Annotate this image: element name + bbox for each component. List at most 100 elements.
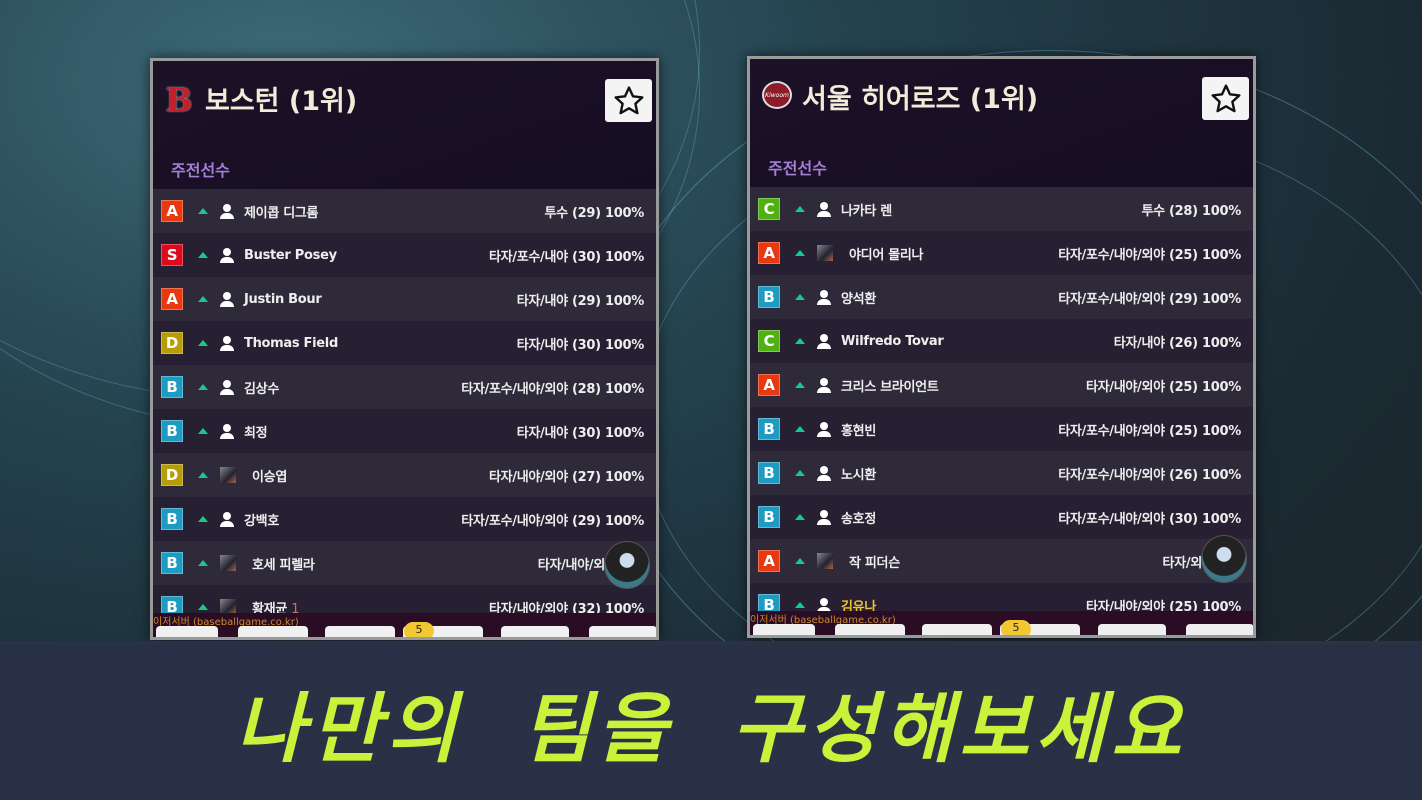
player-info: 타자/내야/외야 (32) 100%: [488, 601, 644, 617]
player-name: 김상수: [244, 381, 279, 397]
player-name: 이승엽: [252, 469, 287, 485]
menu-button-6[interactable]: [589, 626, 656, 637]
player-info: 타자/포수/내야/외야 (29) 100%: [461, 513, 644, 529]
team-title: 보스턴 (1위): [205, 86, 358, 117]
arrow-up-icon: [198, 428, 208, 434]
player-photo: [817, 553, 833, 569]
player-name: 최정: [244, 425, 268, 441]
player-name: Thomas Field: [244, 335, 338, 351]
arrow-up-icon: [198, 516, 208, 522]
grade-badge: C: [758, 198, 780, 220]
player-row[interactable]: B 양석환 타자/포수/내야/외야 (29) 100%: [750, 275, 1253, 319]
arrow-up-icon: [795, 470, 805, 476]
player-info: 타자/포수/내야/외야 (26) 100%: [1058, 467, 1241, 483]
player-row[interactable]: A 제이콥 디그롬 투수 (29) 100%: [153, 189, 656, 233]
player-name: 노시환: [841, 467, 876, 483]
player-info: 타자/포수/내야/외야 (29) 100%: [1058, 291, 1241, 307]
menu-button-1[interactable]: [156, 626, 218, 637]
panel-header: B 보스턴 (1위) 주전선수: [153, 61, 656, 189]
section-label: 주전선수: [768, 159, 827, 178]
player-row[interactable]: C Wilfredo Tovar 타자/내야 (26) 100%: [750, 319, 1253, 363]
player-row[interactable]: B 김상수 타자/포수/내야/외야 (28) 100%: [153, 365, 656, 409]
player-name: 황재균 1: [252, 601, 300, 617]
person-icon: [817, 333, 831, 349]
player-info: 타자/내야 (29) 100%: [516, 293, 645, 309]
arrow-up-icon: [795, 294, 805, 300]
player-row[interactable]: C 나카타 렌 투수 (28) 100%: [750, 187, 1253, 231]
player-row[interactable]: B 송호정 타자/포수/내야/외야 (30) 100%: [750, 495, 1253, 539]
player-row[interactable]: A 야디어 몰리나 타자/포수/내야/외야 (25) 100%: [750, 231, 1253, 275]
player-name: 강백호: [244, 513, 279, 529]
player-row[interactable]: S Buster Posey 타자/포수/내야 (30) 100%: [153, 233, 656, 277]
menu-button-4[interactable]: [403, 626, 483, 637]
player-name: 송호정: [841, 511, 876, 527]
player-row[interactable]: B 호세 피렐라 타자/내야/외야 (28: [153, 541, 656, 585]
team-panel-boston: B 보스턴 (1위) 주전선수 A 제이콥 디그롬 투수 (29) 100% S …: [150, 58, 659, 640]
avatar[interactable]: [604, 541, 650, 589]
player-name: 야디어 몰리나: [849, 247, 924, 263]
player-count: 1: [291, 601, 300, 617]
player-row[interactable]: A 작 피더슨 타자/외야 (25: [750, 539, 1253, 583]
person-icon: [220, 379, 234, 395]
person-icon: [817, 201, 831, 217]
player-photo: [817, 245, 833, 261]
arrow-up-icon: [198, 384, 208, 390]
menu-button-2[interactable]: [238, 626, 308, 637]
menu-button-2[interactable]: [835, 624, 905, 635]
favorite-button[interactable]: [1202, 77, 1249, 120]
arrow-up-icon: [198, 560, 208, 566]
menu-button-1[interactable]: [753, 624, 815, 635]
player-row[interactable]: B 홍현빈 타자/포수/내야/외야 (25) 100%: [750, 407, 1253, 451]
arrow-up-icon: [795, 382, 805, 388]
menu-button-3[interactable]: [325, 626, 395, 637]
grade-badge: D: [161, 464, 183, 486]
team-title: 서울 히어로즈 (1위): [802, 84, 1039, 115]
slogan: 나만의 팀을 구성해보세요: [234, 684, 1188, 773]
player-row[interactable]: B 강백호 타자/포수/내야/외야 (29) 100%: [153, 497, 656, 541]
person-icon: [220, 335, 234, 351]
grade-badge: B: [758, 506, 780, 528]
menu-button-5[interactable]: [501, 626, 569, 637]
player-photo: [220, 467, 236, 483]
player-name: Buster Posey: [244, 247, 337, 263]
arrow-up-icon: [795, 602, 805, 608]
arrow-up-icon: [795, 426, 805, 432]
arrow-up-icon: [198, 296, 208, 302]
player-row[interactable]: D Thomas Field 타자/내야 (30) 100%: [153, 321, 656, 365]
player-photo: [220, 555, 236, 571]
player-info: 타자/포수/내야 (30) 100%: [488, 249, 644, 265]
player-info: 타자/포수/내야/외야 (30) 100%: [1058, 511, 1241, 527]
grade-badge: A: [161, 200, 183, 222]
player-info: 타자/내야/외야 (25) 100%: [1085, 599, 1241, 615]
team-logo: Kiwoom: [762, 81, 792, 109]
grade-badge: B: [758, 286, 780, 308]
menu-button-5[interactable]: [1098, 624, 1166, 635]
promo-banner: 나만의 팀을 구성해보세요: [0, 641, 1422, 800]
arrow-up-icon: [795, 206, 805, 212]
panel-footer: 이저서버 (baseballgame.co.kr) 5: [153, 613, 656, 637]
menu-button-6[interactable]: [1186, 624, 1253, 635]
player-name: 제이콥 디그롬: [244, 205, 319, 221]
grade-badge: A: [758, 374, 780, 396]
arrow-up-icon: [795, 338, 805, 344]
player-name: Justin Bour: [244, 291, 322, 307]
player-row[interactable]: B 노시환 타자/포수/내야/외야 (26) 100%: [750, 451, 1253, 495]
player-info: 타자/내야/외야 (25) 100%: [1085, 379, 1241, 395]
player-name: 양석환: [841, 291, 876, 307]
player-name: 작 피더슨: [849, 555, 900, 571]
player-row[interactable]: B 최정 타자/내야 (30) 100%: [153, 409, 656, 453]
avatar[interactable]: [1201, 535, 1247, 583]
favorite-button[interactable]: [605, 79, 652, 122]
grade-badge: A: [161, 288, 183, 310]
grade-badge: C: [758, 330, 780, 352]
player-row[interactable]: D 이승엽 타자/내야/외야 (27) 100%: [153, 453, 656, 497]
menu-button-4[interactable]: [1000, 624, 1080, 635]
panel-header: Kiwoom 서울 히어로즈 (1위) 주전선수: [750, 59, 1253, 187]
player-row[interactable]: A Justin Bour 타자/내야 (29) 100%: [153, 277, 656, 321]
player-name: 나카타 렌: [841, 203, 892, 219]
menu-button-3[interactable]: [922, 624, 992, 635]
notification-badge: 5: [1001, 620, 1031, 635]
arrow-up-icon: [198, 340, 208, 346]
player-info: 타자/내야 (30) 100%: [516, 337, 645, 353]
player-row[interactable]: A 크리스 브라이언트 타자/내야/외야 (25) 100%: [750, 363, 1253, 407]
